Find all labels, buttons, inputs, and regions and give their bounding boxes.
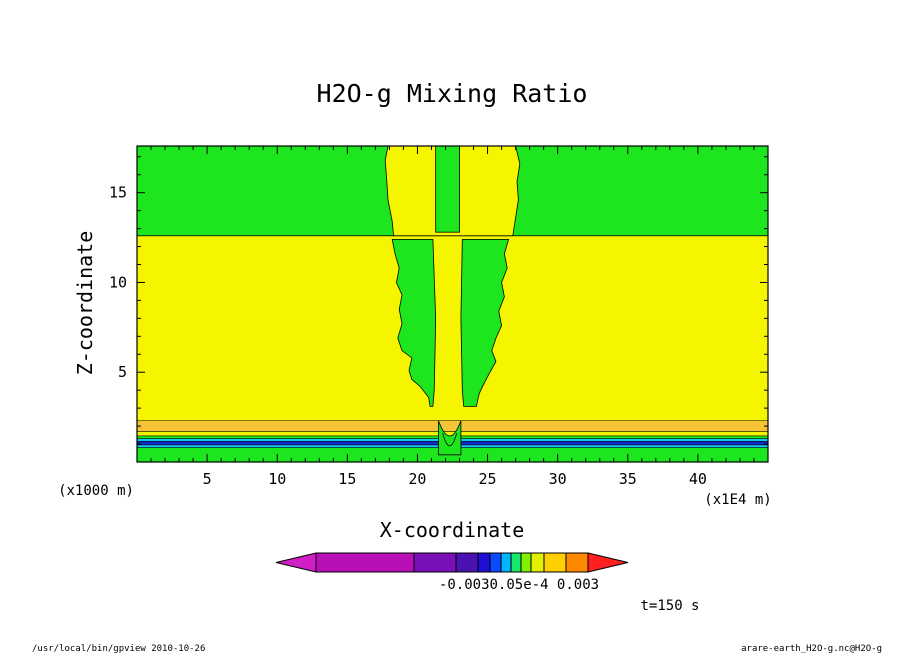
x-axis-label: X-coordinate [380, 518, 525, 542]
x-tick-label: 30 [549, 470, 567, 488]
y-tick-label: 15 [109, 184, 127, 202]
x-axis-ticks: 5 10 15 20 25 30 35 40 [150, 146, 755, 488]
colorbar-segment [520, 552, 532, 573]
plot-area [136, 145, 769, 463]
colorbar [275, 552, 629, 573]
y-tick-label: 10 [109, 273, 127, 291]
colorbar-labels: -0.0030.05e-4 0.003 [439, 577, 599, 593]
x-tick-label: 20 [408, 470, 426, 488]
colorbar-segment [543, 552, 567, 573]
colorbar-right-arrow [587, 552, 629, 573]
colorbar-segment [315, 552, 415, 573]
chart-title: H2O-g Mixing Ratio [317, 79, 588, 108]
x-tick-label: 10 [268, 470, 286, 488]
center-green-column [435, 145, 460, 233]
center-surface-contour [442, 433, 458, 447]
colorbar-segment [510, 552, 522, 573]
plot-frame [136, 145, 769, 463]
colorbar-segment [565, 552, 589, 573]
center-surface-gap [438, 420, 462, 456]
x-tick-label: 35 [619, 470, 637, 488]
time-label: t=150 s [640, 598, 699, 614]
x-tick-label: 5 [203, 470, 212, 488]
x-tick-label: 25 [479, 470, 497, 488]
colorbar-segment [413, 552, 457, 573]
x-tick-label: 15 [338, 470, 356, 488]
y-axis-unit: (x1000 m) [58, 483, 134, 499]
colorbar-left-arrow [275, 552, 317, 573]
colorbar-segment [455, 552, 479, 573]
colorbar-segment [489, 552, 502, 573]
colorbar-segment [477, 552, 491, 573]
left-plume-lobe [391, 238, 437, 407]
footer-left: /usr/local/bin/gpview 2010-10-26 [32, 644, 205, 654]
colorbar-segment [500, 552, 512, 573]
y-tick-label: 5 [118, 363, 127, 381]
y-axis-ticks: 5 10 15 [109, 156, 768, 445]
footer-right: arare-earth_H2O-g.nc@H2O-g [741, 644, 882, 654]
middle-yellow-band [137, 235, 768, 421]
layer-orange [136, 420, 769, 432]
y-axis-label: Z-coordinate [73, 231, 97, 376]
right-plume-lobe [460, 238, 510, 407]
colorbar-segment [530, 552, 545, 573]
x-tick-label: 40 [689, 470, 707, 488]
x-axis-unit: (x1E4 m) [704, 492, 771, 508]
